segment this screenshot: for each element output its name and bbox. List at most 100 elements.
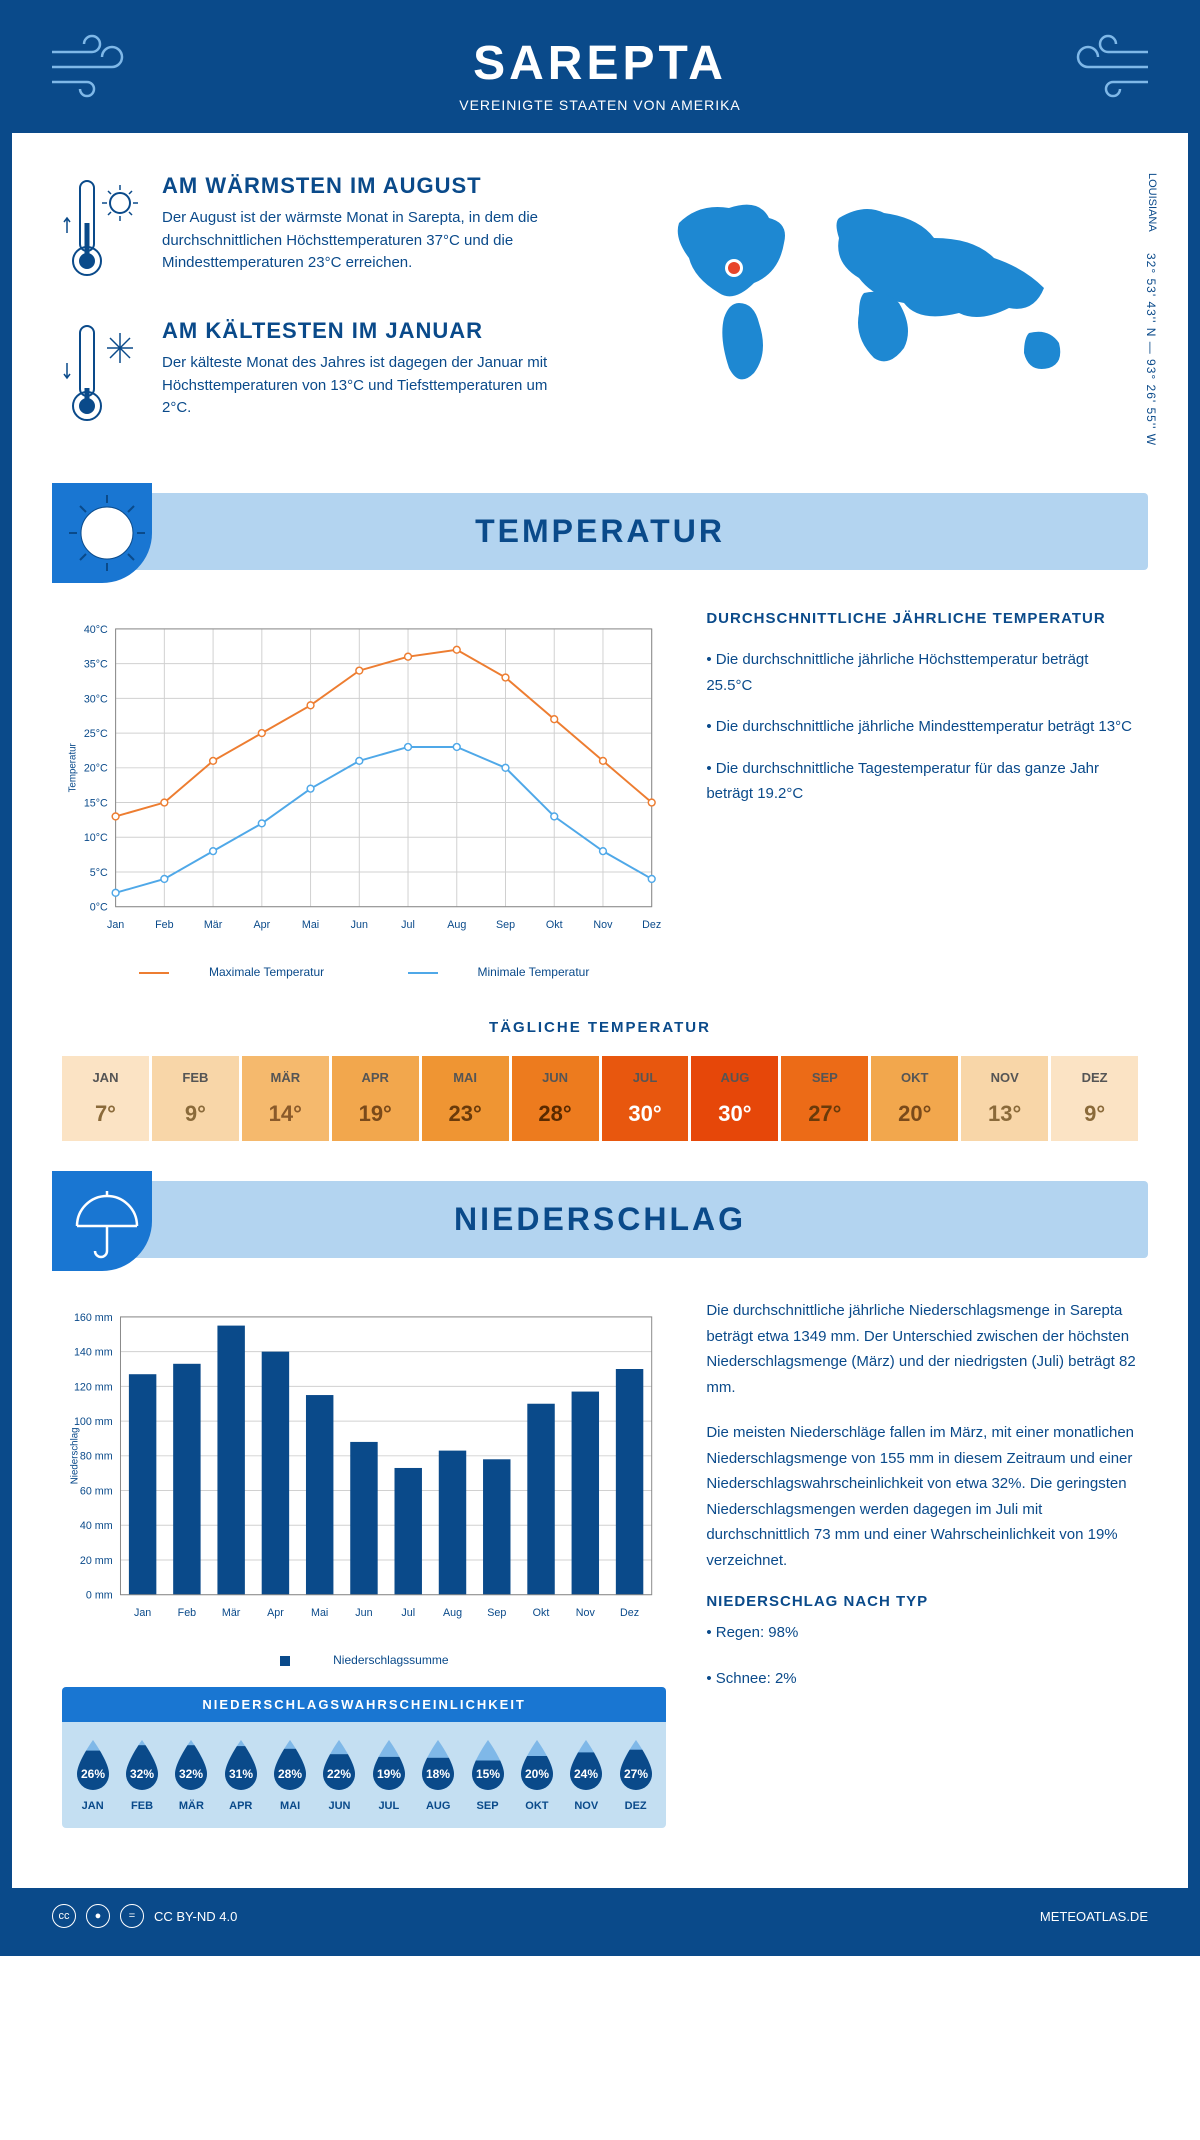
infographic-container: SAREPTA VEREINIGTE STAATEN VON AMERIKA A… xyxy=(0,0,1200,1956)
temp-info-heading: DURCHSCHNITTLICHE JÄHRLICHE TEMPERATUR xyxy=(706,610,1138,627)
probability-cell: 20% OKT xyxy=(514,1738,559,1812)
sun-icon xyxy=(52,483,152,583)
svg-text:24%: 24% xyxy=(574,1767,598,1781)
precip-type-heading: NIEDERSCHLAG NACH TYP xyxy=(706,1593,1138,1610)
svg-text:18%: 18% xyxy=(426,1767,450,1781)
precipitation-info: Die durchschnittliche jährliche Niedersc… xyxy=(706,1298,1138,1868)
svg-text:20 mm: 20 mm xyxy=(80,1555,113,1567)
svg-text:0°C: 0°C xyxy=(90,902,108,914)
svg-text:Temperatur: Temperatur xyxy=(68,742,79,792)
thermometer-cold-icon xyxy=(62,318,142,433)
svg-text:Jan: Jan xyxy=(107,919,124,931)
svg-text:80 mm: 80 mm xyxy=(80,1451,113,1463)
svg-text:40 mm: 40 mm xyxy=(80,1520,113,1532)
svg-text:Mär: Mär xyxy=(222,1607,241,1619)
svg-text:30°C: 30°C xyxy=(84,693,108,705)
svg-text:Dez: Dez xyxy=(642,919,661,931)
svg-text:Mai: Mai xyxy=(302,919,319,931)
temperature-section-header: TEMPERATUR xyxy=(52,493,1148,570)
svg-text:Apr: Apr xyxy=(267,1607,284,1619)
temperature-chart: 0°C5°C10°C15°C20°C25°C30°C35°C40°CJanFeb… xyxy=(62,610,666,979)
temperature-legend: Maximale Temperatur Minimale Temperatur xyxy=(62,965,666,979)
svg-text:Sep: Sep xyxy=(496,919,515,931)
probability-cell: 15% SEP xyxy=(465,1738,510,1812)
svg-text:15%: 15% xyxy=(476,1767,500,1781)
coldest-heading: AM KÄLTESTEN IM JANUAR xyxy=(162,318,580,344)
svg-text:120 mm: 120 mm xyxy=(74,1381,113,1393)
probability-cell: 18% AUG xyxy=(416,1738,461,1812)
svg-text:Mai: Mai xyxy=(311,1607,328,1619)
world-map xyxy=(620,173,1138,413)
probability-cell: 32% FEB xyxy=(119,1738,164,1812)
svg-text:100 mm: 100 mm xyxy=(74,1416,113,1428)
warmest-heading: AM WÄRMSTEN IM AUGUST xyxy=(162,173,580,199)
svg-text:20°C: 20°C xyxy=(84,763,108,775)
svg-text:22%: 22% xyxy=(327,1767,351,1781)
svg-text:Feb: Feb xyxy=(155,919,174,931)
svg-text:Apr: Apr xyxy=(253,919,270,931)
daily-temp-cell: OKT20° xyxy=(871,1056,958,1141)
daily-temp-cell: FEB9° xyxy=(152,1056,239,1141)
svg-text:Niederschlag: Niederschlag xyxy=(70,1427,81,1484)
temperature-title: TEMPERATUR xyxy=(52,513,1148,550)
svg-text:Jul: Jul xyxy=(401,919,415,931)
daily-temp-cell: JUL30° xyxy=(602,1056,689,1141)
precip-type-rain: • Regen: 98% xyxy=(706,1620,1138,1646)
svg-text:15°C: 15°C xyxy=(84,797,108,809)
warmest-text: Der August ist der wärmste Monat in Sare… xyxy=(162,207,580,275)
svg-text:Aug: Aug xyxy=(447,919,466,931)
svg-text:10°C: 10°C xyxy=(84,832,108,844)
precip-para-1: Die durchschnittliche jährliche Niedersc… xyxy=(706,1298,1138,1400)
svg-text:Nov: Nov xyxy=(593,919,613,931)
svg-text:Sep: Sep xyxy=(487,1607,506,1619)
svg-text:Nov: Nov xyxy=(576,1607,596,1619)
precipitation-legend: Niederschlagssumme xyxy=(62,1653,666,1667)
header: SAREPTA VEREINIGTE STAATEN VON AMERIKA xyxy=(12,12,1188,133)
svg-text:Jun: Jun xyxy=(355,1607,372,1619)
temp-bullet-2: • Die durchschnittliche jährliche Mindes… xyxy=(706,714,1138,740)
daily-temp-cell: JAN7° xyxy=(62,1056,149,1141)
license-text: CC BY-ND 4.0 xyxy=(154,1909,237,1924)
warmest-block: AM WÄRMSTEN IM AUGUST Der August ist der… xyxy=(62,173,580,288)
svg-text:32%: 32% xyxy=(179,1767,203,1781)
wind-icon-left xyxy=(42,32,162,107)
daily-temp-cell: DEZ9° xyxy=(1051,1056,1138,1141)
thermometer-hot-icon xyxy=(62,173,142,288)
precip-type-snow: • Schnee: 2% xyxy=(706,1666,1138,1692)
precipitation-probability: NIEDERSCHLAGSWAHRSCHEINLICHKEIT 26% JAN … xyxy=(62,1687,666,1828)
svg-text:32%: 32% xyxy=(130,1767,154,1781)
probability-cell: 26% JAN xyxy=(70,1738,115,1812)
coldest-block: AM KÄLTESTEN IM JANUAR Der kälteste Mona… xyxy=(62,318,580,433)
daily-temp-cell: MAI23° xyxy=(422,1056,509,1141)
svg-text:19%: 19% xyxy=(377,1767,401,1781)
precip-para-2: Die meisten Niederschläge fallen im März… xyxy=(706,1420,1138,1573)
temp-bullet-1: • Die durchschnittliche jährliche Höchst… xyxy=(706,647,1138,698)
svg-text:26%: 26% xyxy=(81,1767,105,1781)
precipitation-title: NIEDERSCHLAG xyxy=(52,1201,1148,1238)
precipitation-chart: 0 mm20 mm40 mm60 mm80 mm100 mm120 mm140 … xyxy=(62,1298,666,1667)
daily-temp-cell: NOV13° xyxy=(961,1056,1048,1141)
daily-temp-cell: AUG30° xyxy=(691,1056,778,1141)
daily-temp-cell: APR19° xyxy=(332,1056,419,1141)
svg-text:Mär: Mär xyxy=(204,919,223,931)
svg-text:31%: 31% xyxy=(229,1767,253,1781)
coldest-text: Der kälteste Monat des Jahres ist dagege… xyxy=(162,352,580,420)
svg-text:Okt: Okt xyxy=(533,1607,550,1619)
probability-cell: 28% MAI xyxy=(267,1738,312,1812)
umbrella-icon xyxy=(52,1171,152,1271)
daily-temp-heading: TÄGLICHE TEMPERATUR xyxy=(62,1019,1138,1036)
svg-text:Jul: Jul xyxy=(401,1607,415,1619)
cc-icon: cc xyxy=(52,1904,76,1928)
probability-cell: 32% MÄR xyxy=(169,1738,214,1812)
svg-text:25°C: 25°C xyxy=(84,728,108,740)
intro-section: AM WÄRMSTEN IM AUGUST Der August ist der… xyxy=(12,133,1188,493)
svg-text:140 mm: 140 mm xyxy=(74,1347,113,1359)
probability-cell: 22% JUN xyxy=(317,1738,362,1812)
footer: cc ● = CC BY-ND 4.0 METEOATLAS.DE xyxy=(12,1888,1188,1944)
svg-text:40°C: 40°C xyxy=(84,624,108,636)
daily-temperature: TÄGLICHE TEMPERATUR JAN7°FEB9°MÄR14°APR1… xyxy=(12,1019,1188,1181)
location-region: LOUISIANA xyxy=(1146,173,1158,232)
prob-heading: NIEDERSCHLAGSWAHRSCHEINLICHKEIT xyxy=(62,1687,666,1722)
svg-text:35°C: 35°C xyxy=(84,659,108,671)
probability-cell: 27% DEZ xyxy=(613,1738,658,1812)
